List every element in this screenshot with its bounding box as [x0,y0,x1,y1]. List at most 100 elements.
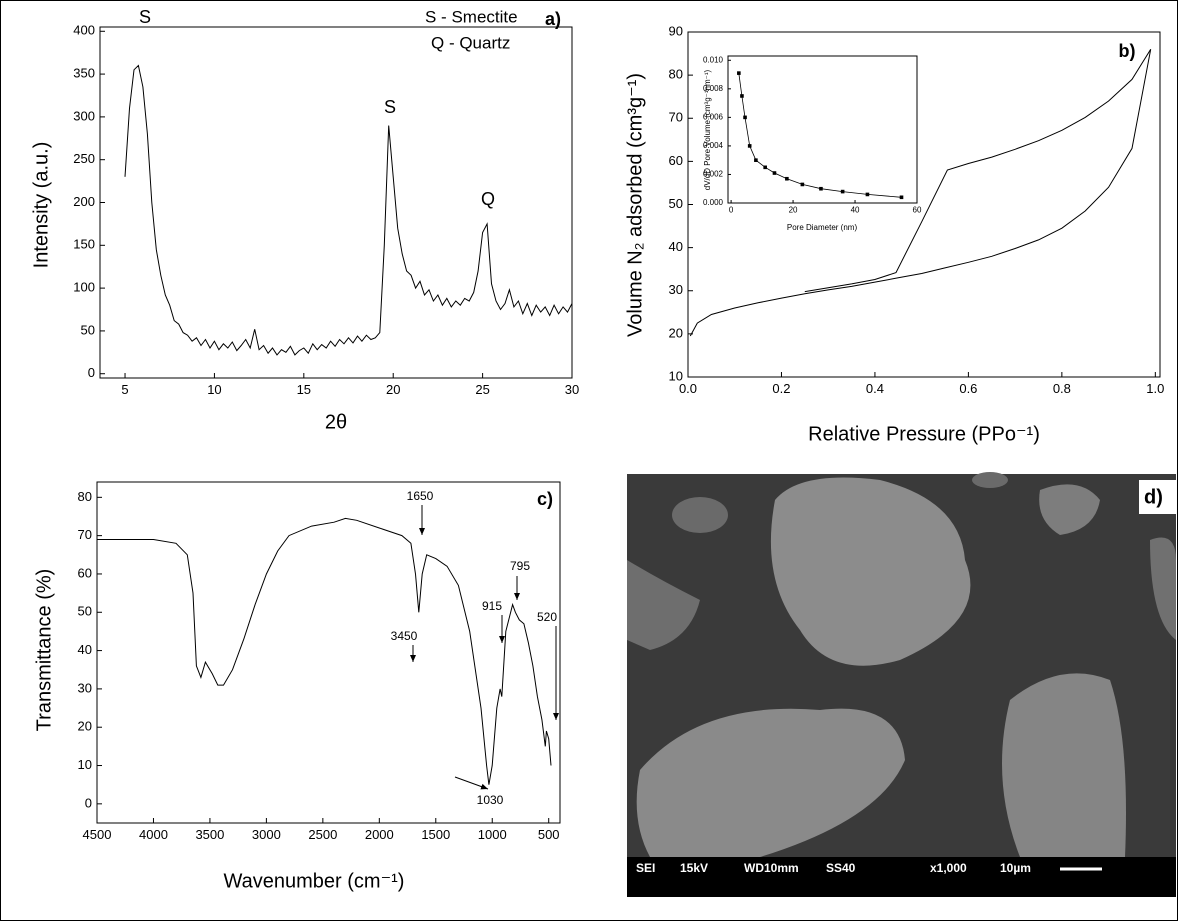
y-tick-label: 80 [669,67,683,82]
x-tick-label: 500 [538,827,560,842]
label-box [1139,480,1176,514]
annotation: Q [481,189,495,209]
y-tick-label: 70 [78,527,92,542]
y-tick-label: 50 [78,604,92,619]
particle [627,560,700,650]
data-point [819,186,823,191]
particle [1150,537,1176,640]
y-tick-label: 0.004 [703,141,724,150]
annotation: Q - Quartz [431,33,510,52]
x-tick-label: 1.0 [1146,381,1164,396]
x-axis-label: Wavenumber (cm⁻¹) [224,870,405,892]
data-point [865,192,870,197]
x-tick-label: 40 [851,206,860,215]
x-tick-label: 15 [297,382,311,397]
y-axis-label: Intensity (a.u.) [30,142,52,269]
sem-info: x1,000 [930,861,967,875]
y-tick-label: 350 [73,66,95,81]
y-tick-label: 40 [669,239,683,254]
x-tick-label: 4000 [139,827,168,842]
y-tick-label: 0.006 [703,112,724,121]
data-line [97,517,552,785]
plot-frame [727,55,918,204]
x-tick-label: 30 [565,382,579,397]
annotation: S - Smectite [425,7,518,26]
y-tick-label: 0.002 [703,170,724,179]
x-tick-label: 0.4 [866,381,884,396]
y-tick-label: 30 [669,282,683,297]
particle [770,477,971,666]
data-point [800,182,805,187]
particle [972,472,1008,488]
annotation: 795 [510,559,530,573]
particle [1039,484,1100,535]
y-tick-label: 0.008 [703,84,724,93]
data-point [740,94,744,98]
y-axis-label: Volume N₂ adsorbed (cm³g⁻¹) [624,73,646,337]
data-point [743,115,747,120]
x-tick-label: 20 [386,382,400,397]
x-tick-label: 2500 [308,827,337,842]
y-tick-label: 0.000 [703,198,724,207]
sem-info-bar [627,857,1176,897]
y-tick-label: 50 [81,322,95,337]
x-tick-label: 10 [207,382,221,397]
x-tick-label: 5 [121,382,128,397]
y-axis-label: dV/dD Pore Volume (cm³g⁻¹nm⁻¹) [703,69,712,190]
y-tick-label: 20 [78,719,92,734]
annotation: 520 [537,610,557,624]
data-point [737,71,741,75]
x-tick-label: 0 [729,206,734,215]
y-tick-label: 10 [669,368,683,383]
data-point [747,144,752,148]
data-point [772,171,777,175]
plot-frame [99,26,573,379]
y-tick-label: 70 [669,110,683,125]
y-tick-label: 80 [78,489,92,504]
x-axis-label: Pore Diameter (nm) [787,223,858,232]
x-tick-label: 4500 [83,827,112,842]
y-axis-label: Transmittance (%) [33,569,55,732]
y-tick-label: 50 [669,196,683,211]
sem-image: d) [627,472,1176,897]
x-tick-label: 0.0 [679,381,697,396]
y-tick-label: 400 [73,23,95,38]
annotation: S [139,7,151,27]
y-tick-label: 60 [669,153,683,168]
x-tick-label: 1500 [421,827,450,842]
data-point [785,176,789,181]
x-tick-label: 60 [913,206,922,215]
y-tick-label: 0 [88,365,95,380]
y-tick-label: 60 [78,565,92,580]
x-tick-label: 3500 [195,827,224,842]
y-tick-label: 200 [73,194,95,209]
x-tick-label: 0.6 [959,381,977,396]
sem-info: WD10mm [744,861,799,875]
particle [636,708,905,857]
x-axis-label: Relative Pressure (PPo⁻¹) [808,423,1040,445]
y-tick-label: 0 [85,795,92,810]
data-line [804,49,1152,293]
sem-info: SEI [636,861,655,875]
x-tick-label: 0.2 [772,381,790,396]
data-line [124,64,573,356]
data-line [689,49,1152,337]
y-tick-label: 150 [73,237,95,252]
x-axis-label: 2θ [325,411,347,433]
sem-info: 10µm [1000,861,1031,875]
x-tick-label: 3000 [252,827,281,842]
y-tick-label: 100 [73,280,95,295]
data-point [899,195,904,200]
data-point [763,165,767,170]
plot-frame [96,481,561,824]
annotation: S [384,97,396,117]
panel-label: a) [545,9,561,29]
y-tick-label: 0.010 [703,55,724,64]
x-tick-label: 1000 [478,827,507,842]
annotation: 915 [482,599,502,613]
y-tick-label: 300 [73,108,95,123]
y-tick-label: 20 [669,325,683,340]
particle [1002,673,1126,857]
